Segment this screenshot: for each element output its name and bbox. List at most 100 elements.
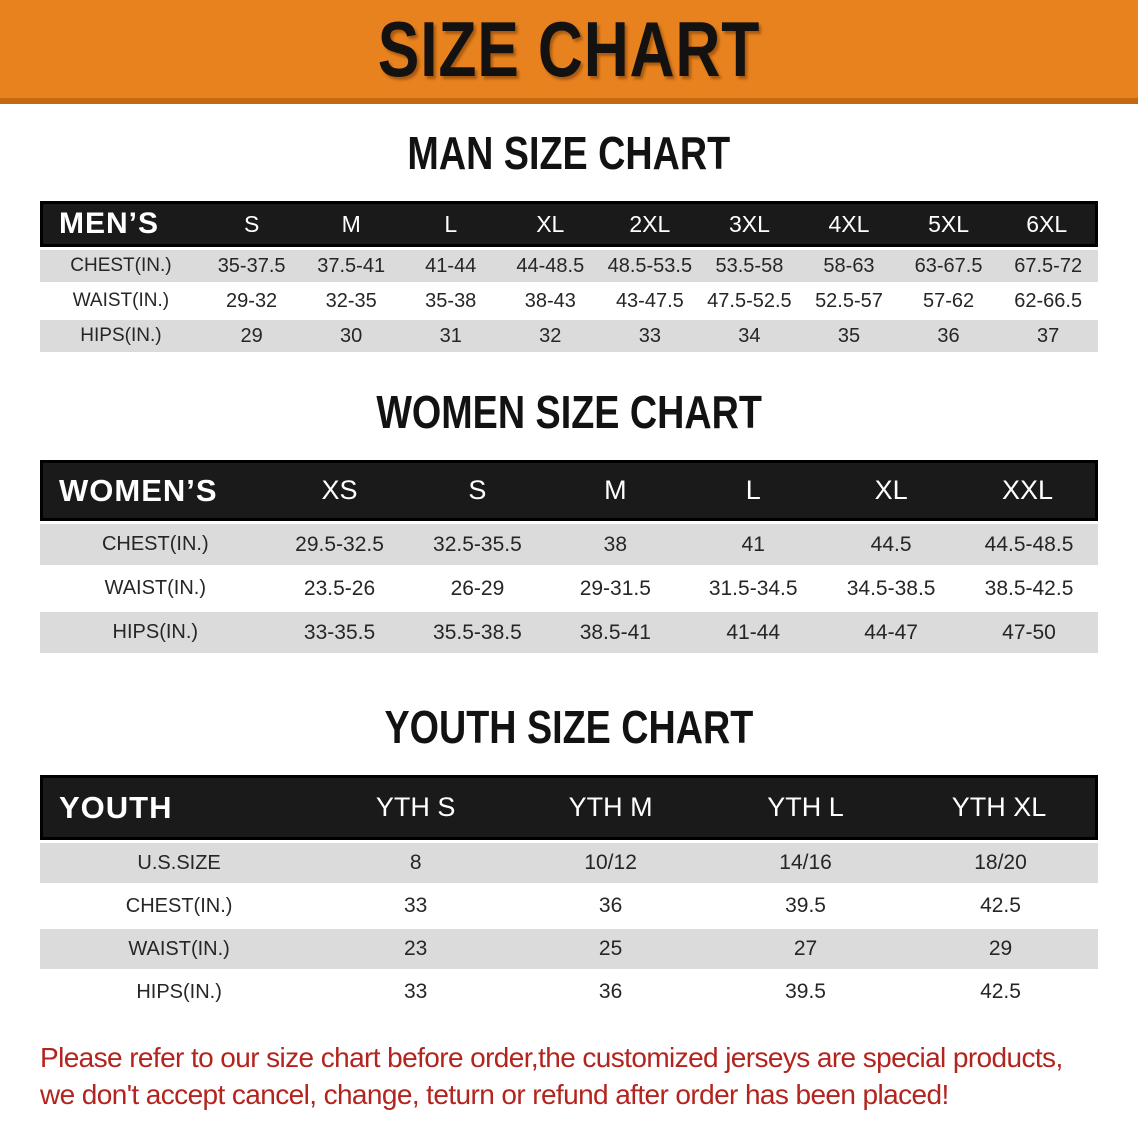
row-label-cell: WAIST(IN.) [40,929,319,969]
value-cell: 32.5-35.5 [408,524,547,565]
value-cell: 41 [684,524,823,565]
size-header-cell: YTH M [513,775,709,840]
value-cell: 57-62 [898,285,999,317]
size-header-cell: S [201,201,302,247]
value-cell: 33 [600,320,700,352]
value-cell: 34.5-38.5 [822,568,961,609]
banner: SIZE CHART [0,0,1138,104]
table-row: WAIST(IN.) 29-32 32-35 35-38 38-43 43-47.5 47.… [40,285,1098,317]
size-header-cell: YTH S [318,775,514,840]
value-cell: 14/16 [708,843,904,883]
row-label-cell: HIPS(IN.) [40,972,319,1012]
table-row: CHEST(IN.) 29.5-32.5 32.5-35.5 38 41 44.5 44.5… [40,524,1098,565]
value-cell: 35-38 [400,285,501,317]
value-cell: 38-43 [500,285,601,317]
row-label-cell: WAIST(IN.) [40,285,202,317]
value-cell: 44.5-48.5 [960,524,1098,565]
table-row: HIPS(IN.) 33-35.5 35.5-38.5 38.5-41 41-44 44-… [40,612,1098,653]
value-cell: 37.5-41 [301,250,401,282]
size-header-cell: 6XL [998,201,1098,247]
value-cell: 23.5-26 [270,568,409,609]
value-cell: 44-48.5 [500,250,601,282]
section-men: MAN SIZE CHART MEN’S S M L XL 2XL 3XL 4XL 5XL 6XL… [0,130,1138,355]
table-row: HIPS(IN.) 29 30 31 32 33 34 35 36 37 [40,320,1098,352]
table-header-row: WOMEN’S XS S M L XL XXL [40,460,1098,521]
row-label-cell: CHEST(IN.) [40,886,319,926]
size-header-cell: M [301,201,401,247]
row-label-cell: CHEST(IN.) [40,250,202,282]
value-cell: 41-44 [684,612,823,653]
size-header-cell: 3XL [699,201,800,247]
value-cell: 29 [903,929,1098,969]
row-label-cell: HIPS(IN.) [40,612,271,653]
value-cell: 35-37.5 [201,250,302,282]
youth-size-table: YOUTH YTH S YTH M YTH L YTH XL U.S.SIZE 8 10/12… [40,772,1098,1015]
value-cell: 42.5 [903,972,1098,1012]
table-header-row: YOUTH YTH S YTH M YTH L YTH XL [40,775,1098,840]
row-label-cell: CHEST(IN.) [40,524,271,565]
value-cell: 36 [898,320,999,352]
size-header-cell: YTH XL [903,775,1098,840]
value-cell: 42.5 [903,886,1098,926]
men-section-heading: MAN SIZE CHART [0,130,1138,176]
value-cell: 58-63 [799,250,899,282]
section-youth: YOUTH SIZE CHART YOUTH YTH S YTH M YTH L YTH… [0,704,1138,1015]
value-cell: 26-29 [408,568,547,609]
value-cell: 47-50 [960,612,1098,653]
size-header-cell: XS [270,460,409,521]
size-header-cell: YTH L [708,775,904,840]
value-cell: 32-35 [301,285,401,317]
value-cell: 52.5-57 [799,285,899,317]
value-cell: 31.5-34.5 [684,568,823,609]
men-section-heading-text: MAN SIZE CHART [407,127,731,179]
value-cell: 67.5-72 [998,250,1098,282]
size-header-cell: XXL [960,460,1098,521]
banner-title: SIZE CHART [377,5,761,93]
men-size-table: MEN’S S M L XL 2XL 3XL 4XL 5XL 6XL CHEST(IN.) 35-37… [40,198,1098,355]
value-cell: 48.5-53.5 [600,250,700,282]
row-label-cell: HIPS(IN.) [40,320,202,352]
table-row: CHEST(IN.) 33 36 39.5 42.5 [40,886,1098,926]
women-section-heading-text: WOMEN SIZE CHART [376,386,762,438]
footer-note-line-1: Please refer to our size chart before or… [40,1042,1063,1073]
value-cell: 8 [318,843,514,883]
size-header-cell: 4XL [799,201,899,247]
value-cell: 23 [318,929,514,969]
value-cell: 29-32 [201,285,302,317]
size-header-cell: XL [822,460,961,521]
value-cell: 47.5-52.5 [699,285,800,317]
value-cell: 38 [546,524,685,565]
value-cell: 29.5-32.5 [270,524,409,565]
row-label-cell: U.S.SIZE [40,843,319,883]
value-cell: 39.5 [708,972,904,1012]
value-cell: 43-47.5 [600,285,700,317]
value-cell: 44-47 [822,612,961,653]
section-women: WOMEN SIZE CHART WOMEN’S XS S M L XL XXL CHEST(… [0,389,1138,656]
table-row: WAIST(IN.) 23 25 27 29 [40,929,1098,969]
value-cell: 39.5 [708,886,904,926]
table-title-cell: YOUTH [40,775,319,840]
value-cell: 63-67.5 [898,250,999,282]
value-cell: 33 [318,886,514,926]
value-cell: 53.5-58 [699,250,800,282]
table-title-cell: MEN’S [40,201,202,247]
women-size-table: WOMEN’S XS S M L XL XXL CHEST(IN.) 29.5-32.5 32.5… [40,457,1098,656]
value-cell: 31 [400,320,501,352]
size-header-cell: 2XL [600,201,700,247]
size-header-cell: M [546,460,685,521]
value-cell: 44.5 [822,524,961,565]
value-cell: 30 [301,320,401,352]
table-row: U.S.SIZE 8 10/12 14/16 18/20 [40,843,1098,883]
value-cell: 38.5-42.5 [960,568,1098,609]
youth-section-heading: YOUTH SIZE CHART [0,704,1138,750]
value-cell: 25 [513,929,709,969]
table-row: HIPS(IN.) 33 36 39.5 42.5 [40,972,1098,1012]
value-cell: 34 [699,320,800,352]
size-header-cell: XL [500,201,601,247]
table-row: CHEST(IN.) 35-37.5 37.5-41 41-44 44-48.5 48.5… [40,250,1098,282]
value-cell: 29 [201,320,302,352]
value-cell: 35.5-38.5 [408,612,547,653]
size-header-cell: S [408,460,547,521]
value-cell: 18/20 [903,843,1098,883]
row-label-cell: WAIST(IN.) [40,568,271,609]
